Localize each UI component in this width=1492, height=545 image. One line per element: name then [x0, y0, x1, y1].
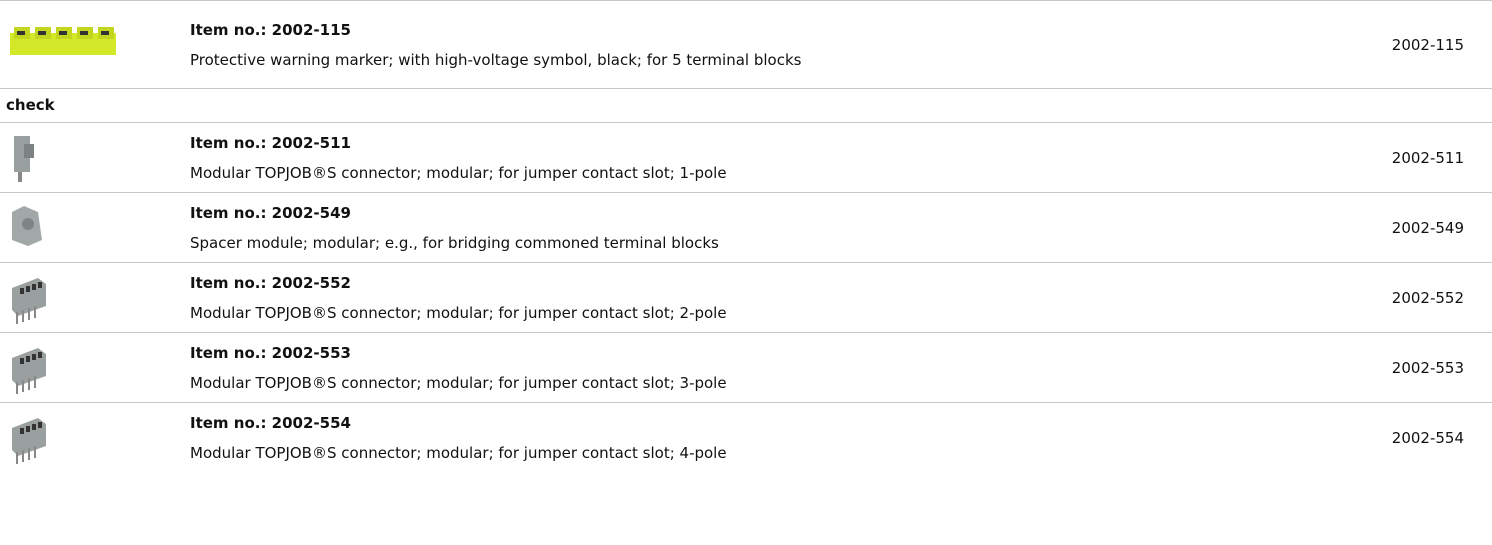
product-row: Item no.: 2002-553 Modular TOPJOB®S conne…	[0, 332, 1492, 403]
item-description: Modular TOPJOB®S connector; modular; for…	[190, 374, 727, 392]
product-row: Item no.: 2002-552 Modular TOPJOB®S conne…	[0, 262, 1492, 333]
product-image	[8, 274, 48, 332]
item-title[interactable]: Item no.: 2002-549	[190, 204, 351, 222]
section-header: check	[0, 88, 1492, 123]
item-description: Protective warning marker; with high-vol…	[190, 51, 802, 69]
item-number: 2002-553	[1391, 359, 1464, 377]
product-image	[8, 204, 44, 252]
item-description: Modular TOPJOB®S connector; modular; for…	[190, 444, 727, 462]
product-row: Item no.: 2002-115 Protective warning mar…	[0, 0, 1492, 89]
item-number: 2002-115	[1391, 36, 1464, 54]
item-title[interactable]: Item no.: 2002-511	[190, 134, 351, 152]
product-image	[8, 21, 118, 65]
item-number: 2002-554	[1391, 429, 1464, 447]
product-image	[8, 414, 48, 472]
product-row: Item no.: 2002-549 Spacer module; modular…	[0, 192, 1492, 263]
item-number: 2002-549	[1391, 219, 1464, 237]
product-image	[8, 134, 42, 188]
item-title[interactable]: Item no.: 2002-115	[190, 21, 351, 39]
item-description: Spacer module; modular; e.g., for bridgi…	[190, 234, 719, 252]
item-description: Modular TOPJOB®S connector; modular; for…	[190, 304, 727, 322]
item-title[interactable]: Item no.: 2002-553	[190, 344, 351, 362]
item-title[interactable]: Item no.: 2002-552	[190, 274, 351, 292]
product-image	[8, 344, 48, 402]
item-number: 2002-511	[1391, 149, 1464, 167]
item-description: Modular TOPJOB®S connector; modular; for…	[190, 164, 727, 182]
product-row: Item no.: 2002-511 Modular TOPJOB®S conne…	[0, 122, 1492, 193]
section-label: check	[6, 96, 55, 114]
product-row: Item no.: 2002-554 Modular TOPJOB®S conne…	[0, 402, 1492, 473]
item-title[interactable]: Item no.: 2002-554	[190, 414, 351, 432]
item-number: 2002-552	[1391, 289, 1464, 307]
